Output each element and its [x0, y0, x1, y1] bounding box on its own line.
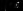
Circle shape — [15, 5, 18, 6]
Circle shape — [10, 5, 13, 7]
Circle shape — [10, 3, 13, 5]
Circle shape — [10, 8, 12, 9]
Circle shape — [6, 8, 8, 9]
Circle shape — [6, 3, 8, 5]
Circle shape — [6, 5, 8, 7]
